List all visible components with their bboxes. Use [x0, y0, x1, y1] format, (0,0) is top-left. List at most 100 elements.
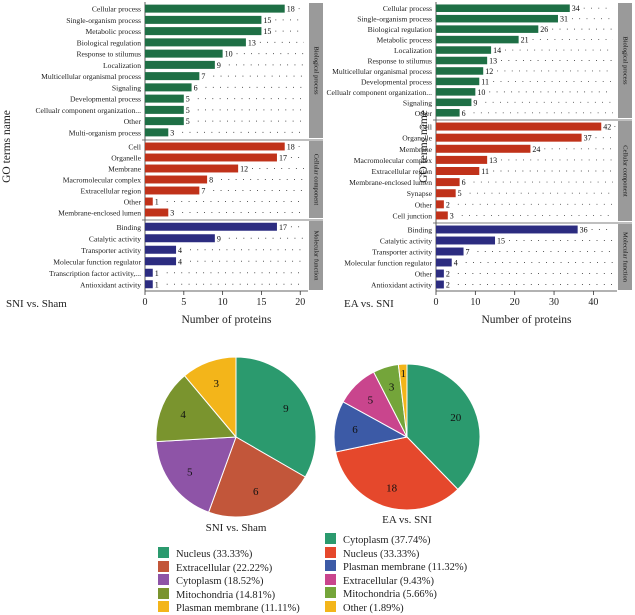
- bar1-bar-value: 9: [217, 234, 221, 243]
- bar1-bar-antioxidant-activity: [145, 280, 153, 289]
- bar2-category-label: Membrane-enclosed lumen: [349, 178, 432, 187]
- bar1-bar-value: 3: [170, 128, 174, 137]
- bar1-x-tick-label: 0: [143, 297, 148, 308]
- bar2-category-label: Multicellular organismal process: [332, 67, 432, 76]
- pie1-legend-label: Mitochondria (14.81%): [176, 589, 276, 601]
- bar1-bar-value: 7: [201, 187, 205, 196]
- bar2-bar-other: [436, 269, 444, 278]
- bar1-bar-binding: [145, 222, 277, 231]
- bar2-bar-value: 36: [580, 226, 588, 235]
- bar1-bar-cellualr-component-organization: [145, 105, 184, 114]
- bar1-bar-developmental-process: [145, 94, 184, 103]
- bar1-bar-value: 3: [170, 209, 174, 218]
- bar1-bar-value: 4: [178, 257, 182, 266]
- bar2-bar-localization: [436, 46, 492, 54]
- bar2-bar-cell: [436, 122, 602, 131]
- pie1-legend-swatch: [158, 547, 169, 558]
- pie2-legend-swatch: [325, 546, 336, 558]
- bar2-category-label: Catalytic activity: [380, 237, 432, 246]
- bar2-strip-biological-process: [618, 3, 632, 118]
- bar2-bar-value: 31: [560, 15, 568, 24]
- pie2-slice-label: 20: [450, 412, 462, 424]
- pie2-slice-label: 18: [386, 482, 398, 494]
- bar2-bar-value: 34: [572, 4, 580, 13]
- pie1-slice-label: 9: [283, 403, 289, 415]
- bar1-x-tick-label: 5: [181, 297, 186, 308]
- pie1-legend-item-plasman-membrane: Plasman membrane (11.11%): [158, 601, 300, 615]
- pie1-legend-item-extracellular: Extracellular (22.22%): [158, 560, 300, 575]
- bar1-bar-response-to-stilumus: [145, 49, 223, 58]
- bar1-bar-transcription-factor-activity: [145, 268, 153, 277]
- bar2-bar-binding: [436, 225, 578, 234]
- bar2-bar-extracellular-region: [436, 167, 480, 175]
- bar2-category-label: Cell junction: [393, 211, 433, 220]
- bar2-bar-value: 21: [521, 36, 529, 45]
- bar1-bar-other: [145, 117, 184, 126]
- pie1-legend-label: Extracellular (22.22%): [176, 562, 273, 574]
- bar1-y-axis-title: GO terms name: [1, 110, 13, 183]
- bar1-bar-value: 13: [248, 38, 256, 47]
- bar2-bar-value: 6: [462, 178, 466, 187]
- pie2-legend-swatch: [325, 560, 336, 572]
- bar1-bar-other: [145, 197, 153, 206]
- bar1-category-label: Molecular function regulator: [53, 257, 141, 266]
- bar1-category-label: Biological regulation: [77, 38, 142, 47]
- pie2-legend-item-plasman-membrane: Plasman membrane (11.32%): [325, 560, 467, 574]
- bar2-category-label: Binding: [408, 226, 433, 235]
- pie1-slice-plasman-membrane: [183, 356, 237, 439]
- bar2-bar-value: 15: [497, 237, 505, 246]
- bar2-category-label: Developmental process: [361, 77, 432, 86]
- bar1-category-label: Membrane-enclosed lumen: [58, 209, 141, 218]
- pie2-legend-swatch: [325, 587, 336, 599]
- pie2-slice-cytoplasm: [406, 363, 481, 491]
- bar1-bar-value: 5: [186, 95, 190, 104]
- bar2-category-label: Biological regulation: [368, 25, 433, 34]
- bar2-bar-value: 11: [481, 167, 489, 176]
- bar2-bar-developmental-process: [436, 77, 480, 86]
- bar2-category-label: Response to stilumus: [367, 57, 432, 66]
- bar1-bar-value: 6: [194, 83, 198, 92]
- bar1-bar-value: 12: [240, 165, 248, 174]
- bar2-category-label: Molecular function regulator: [344, 259, 432, 268]
- bar2-bar-value: 26: [540, 25, 548, 34]
- pie2-legend-item-other: Other (1.89%): [325, 600, 467, 615]
- bar2-bar-biological-regulation: [436, 25, 539, 33]
- pie1-slice-label: 3: [214, 378, 220, 390]
- bar1-strip-biological-process: [309, 3, 323, 138]
- bar2-bar-value: 12: [485, 67, 493, 76]
- pie2-legend: Cytoplasm (37.74%) Nucleus (33.33%) Plasma…: [325, 533, 467, 615]
- pie1-slice-extracellular: [207, 436, 306, 518]
- bar2-bar-multicellular-organismal-process: [436, 67, 484, 75]
- bar2-bar-value: 2: [446, 281, 450, 290]
- bar2-category-label: Organelle: [402, 134, 432, 143]
- bar2-category-label: Cellualr component organization...: [326, 88, 432, 97]
- bar1-category-label: Macromolecular complex: [63, 176, 141, 185]
- pie1-title: SNI vs. Sham: [206, 522, 267, 534]
- pie2-legend-swatch: [325, 533, 336, 544]
- pie1-legend-item-nucleus: Nucleus (33.33%): [158, 547, 300, 561]
- bar1-x-tick-label: 15: [256, 297, 266, 308]
- bar1-bar-molecular-function-regulator: [145, 257, 177, 266]
- bar1-category-label: Binding: [117, 223, 142, 232]
- bar1-bar-value: 17: [279, 154, 287, 163]
- bar1-category-label: Multi-organism process: [69, 128, 141, 137]
- bar2-category-label: Other: [415, 200, 433, 209]
- pie1-legend-swatch: [158, 560, 169, 572]
- bar2-x-axis-title: Number of proteins: [481, 314, 572, 326]
- bar2-bar-value: 2: [446, 200, 450, 209]
- bar2-category-label: Cell: [419, 123, 432, 132]
- bar2-bar-value: 7: [466, 248, 470, 257]
- pie1-slice-cytoplasm: [155, 436, 237, 513]
- bar1-strip-label-cellular-component: Cellular component: [313, 154, 320, 206]
- pie1-slice-label: 5: [187, 466, 193, 478]
- bar1-x-axis-title: Number of proteins: [181, 314, 272, 326]
- pie2-legend-label: Other (1.89%): [343, 602, 404, 614]
- pie2-title: EA vs. SNI: [382, 514, 432, 526]
- bar1-bar-value: 4: [178, 246, 182, 255]
- bar1-category-label: Catalytic activity: [89, 234, 141, 243]
- bar1-bar-value: 9: [217, 61, 221, 70]
- bar2-bar-value: 13: [489, 57, 497, 66]
- bar2-bar-value: 11: [481, 77, 489, 86]
- bar1-bar-value: 15: [263, 16, 271, 25]
- bar2-category-label: Other: [415, 270, 433, 279]
